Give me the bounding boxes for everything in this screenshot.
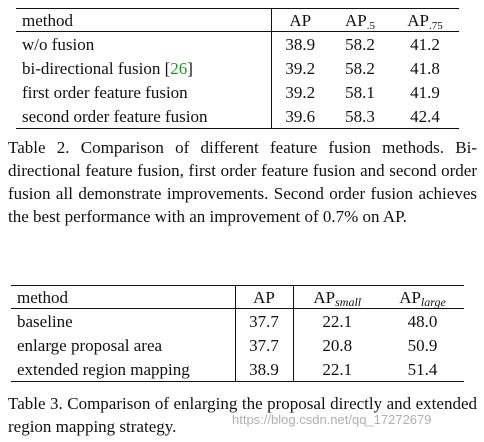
row-ap50: 58.1 xyxy=(345,82,375,102)
row-method: bi-directional fusion [26] xyxy=(16,56,272,80)
row-ap: 38.9 xyxy=(235,357,294,382)
row-ap-large: 48.0 xyxy=(407,311,438,331)
row-ap75: 41.2 xyxy=(410,34,440,54)
header-ap75-sub: .75 xyxy=(428,19,443,32)
header-ap: AP xyxy=(235,285,294,309)
row-ap-small: 20.8 xyxy=(322,335,353,355)
row-ap75: 41.9 xyxy=(410,82,440,102)
header-ap-large-base: AP xyxy=(399,287,421,307)
row-ap-large: 51.4 xyxy=(407,359,438,379)
citation-link[interactable]: 26 xyxy=(170,58,188,78)
header-ap75: AP.75 xyxy=(391,9,459,32)
row-method: w/o fusion xyxy=(16,31,272,56)
row-ap-large: 50.9 xyxy=(407,335,438,355)
table-row: extended region mapping 38.9 22.1 51.4 xyxy=(11,357,464,382)
row-ap: 38.9 xyxy=(285,34,316,54)
row-ap75: 42.4 xyxy=(410,106,440,126)
row-method: enlarge proposal area xyxy=(11,333,236,357)
table-2-caption: Table 2. Comparison of different feature… xyxy=(8,138,477,226)
row-method: first order feature fusion xyxy=(16,80,272,104)
table-header-row: method AP APsmall APlarge xyxy=(11,285,464,309)
row-ap50: 58.3 xyxy=(345,106,375,126)
header-ap75-base: AP xyxy=(407,10,429,30)
row-method-text: bi-directional fusion xyxy=(22,58,165,78)
header-ap-large: APlarge xyxy=(381,286,464,309)
header-ap-small-sub: small xyxy=(335,294,362,309)
table-row: first order feature fusion 39.2 58.1 41.… xyxy=(16,80,459,104)
table-row: second order feature fusion 39.6 58.3 42… xyxy=(16,104,459,129)
header-ap50-sub: .5 xyxy=(366,19,375,32)
row-ap: 39.2 xyxy=(285,58,316,78)
header-ap-small: APsmall xyxy=(293,286,381,309)
citation-open: [ xyxy=(164,58,171,78)
row-method: baseline xyxy=(11,308,236,333)
watermark-text: https://blog.csdn.net/qq_17272679 xyxy=(232,412,432,427)
header-method: method xyxy=(16,8,272,32)
citation-close: ] xyxy=(187,58,193,78)
header-ap-small-base: AP xyxy=(313,287,336,307)
table-row: w/o fusion 38.9 58.2 41.2 xyxy=(16,31,459,56)
row-ap75: 41.8 xyxy=(410,58,440,78)
row-ap50: 58.2 xyxy=(345,58,375,78)
table-3: method AP APsmall APlarge baseline 37.7 … xyxy=(11,285,464,382)
row-ap-small: 22.1 xyxy=(322,359,353,379)
row-ap50: 58.2 xyxy=(345,34,375,54)
row-ap: 37.7 xyxy=(235,308,294,333)
table-2: method AP AP.5 AP.75 w/o fusion 38.9 58.… xyxy=(16,8,459,129)
header-ap: AP xyxy=(289,10,312,30)
row-method: extended region mapping xyxy=(11,357,236,382)
table-row: bi-directional fusion [26] 39.2 58.2 41.… xyxy=(16,56,459,80)
header-ap-large-sub: large xyxy=(420,294,446,309)
row-ap-small: 22.1 xyxy=(322,311,353,331)
table-row: baseline 37.7 22.1 48.0 xyxy=(11,308,464,333)
table-header-row: method AP AP.5 AP.75 xyxy=(16,8,459,32)
header-ap50-base: AP xyxy=(345,10,367,30)
table-row: enlarge proposal area 37.7 20.8 50.9 xyxy=(11,333,464,357)
row-method: second order feature fusion xyxy=(16,104,272,129)
header-method: method xyxy=(11,285,236,309)
row-ap: 37.7 xyxy=(235,333,294,357)
row-ap: 39.2 xyxy=(285,82,316,102)
header-ap50: AP.5 xyxy=(329,9,391,32)
table-3-caption: Table 3. Comparison of enlarging the pro… xyxy=(8,394,477,436)
row-ap: 39.6 xyxy=(285,106,316,126)
